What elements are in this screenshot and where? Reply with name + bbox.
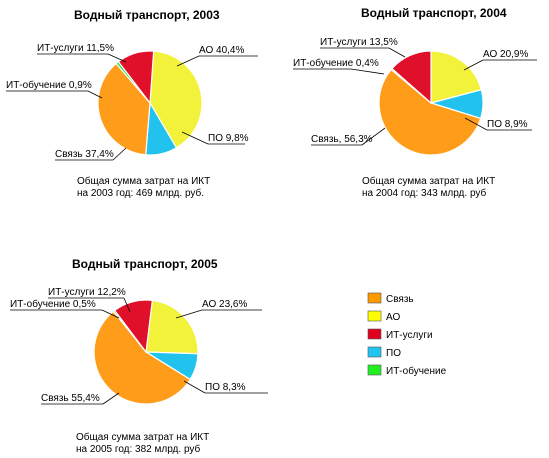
leader-line — [181, 131, 209, 145]
slice-label: ИТ-услуги 13,5% — [320, 37, 398, 48]
slice-label: ИТ-услуги 12,2% — [48, 287, 126, 298]
legend-label: ИТ-обучение — [386, 365, 447, 377]
legend-swatch — [367, 364, 382, 376]
legend-swatch — [367, 328, 382, 340]
pie-slice-ИТ-услуги — [391, 50, 432, 105]
leader-line — [87, 90, 103, 99]
pie-chart-1: Водный транспорт, 2003 АО 40,4% ПО 9,8% Свя… — [6, 8, 258, 199]
chart-title: Водный транспорт, 2004 — [361, 6, 507, 20]
slice-label: ИТ-обучение 0,5% — [10, 298, 96, 310]
pie-slice-Связь — [378, 68, 482, 156]
leader-line — [388, 47, 406, 58]
leader-line — [350, 68, 385, 75]
total-note: Общая сумма затрат на ИКТ — [76, 431, 209, 443]
pie-slice-АО — [145, 299, 199, 355]
legend-label: АО — [386, 312, 400, 323]
pie-slice-АО — [430, 50, 483, 104]
legend-swatch — [367, 292, 382, 304]
leader-line — [464, 117, 488, 131]
slice-label: Связь 37,4% — [55, 149, 114, 160]
total-note: на 2004 год: 343 млрд. руб — [362, 187, 487, 199]
legend-swatch — [367, 310, 382, 322]
slice-label: ИТ-обучение 0,4% — [293, 57, 379, 69]
leader-line — [175, 309, 203, 319]
slice-label: АО 20,9% — [483, 49, 528, 60]
pie-chart-3: Водный транспорт, 2005 АО 23,6% ПО 8,3% Свя… — [10, 257, 268, 455]
chart-title: Водный транспорт, 2005 — [72, 257, 218, 271]
leader-line — [102, 392, 120, 405]
pie-slice-ИТ-услуги — [117, 50, 155, 105]
total-note: на 2003 год: 469 млрд. руб. — [77, 187, 204, 199]
leader-line — [463, 59, 484, 71]
total-note: на 2005 год: 382 млрд. руб — [76, 443, 201, 455]
slice-label: ПО 8,9% — [487, 119, 528, 130]
slice-label: ИТ-обучение 0,9% — [6, 79, 92, 91]
slice-label: ПО 8,3% — [205, 382, 246, 393]
slice-label: Связь, 56,3% — [311, 134, 373, 145]
slice-label: АО 40,4% — [199, 45, 244, 56]
slice-label: АО 23,6% — [202, 299, 247, 310]
pie-slice-ИТ-услуги — [113, 299, 154, 354]
leader-line — [107, 53, 127, 63]
legend-label: Связь — [386, 294, 414, 305]
total-note: Общая сумма затрат на ИКТ — [77, 175, 210, 187]
leader-line — [101, 309, 120, 319]
pie-slice-Связь — [93, 310, 192, 405]
slice-label: ПО 9,8% — [208, 133, 249, 144]
pie-slice-АО — [149, 50, 203, 149]
slice-label: ИТ-услуги 11,5% — [37, 43, 114, 54]
pie-chart-2: Водный транспорт, 2004 АО 20,9% ПО 8,9% Свя… — [293, 6, 537, 199]
leader-line — [123, 297, 131, 313]
leader-line — [112, 147, 127, 161]
leader-line — [361, 127, 386, 146]
legend-label: ПО — [386, 348, 401, 359]
legend-label: ИТ-услуги — [386, 330, 433, 341]
chart-title: Водный транспорт, 2003 — [74, 8, 220, 22]
pie-slice-Связь — [97, 62, 151, 156]
legend-swatch — [367, 346, 382, 358]
legend: Связь АО ИТ-услуги ПО ИТ-обучение — [367, 292, 447, 377]
leader-line — [183, 380, 206, 394]
leader-line — [176, 55, 200, 67]
total-note: Общая сумма затрат на ИКТ — [362, 175, 495, 187]
slice-label: Связь 55,4% — [41, 393, 100, 404]
